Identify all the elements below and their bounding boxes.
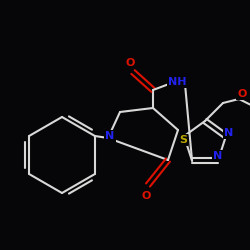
Text: O: O: [141, 191, 151, 201]
Text: S: S: [179, 135, 187, 145]
Text: N: N: [106, 131, 114, 141]
Text: N: N: [224, 128, 234, 138]
Text: O: O: [125, 58, 135, 68]
Text: O: O: [237, 89, 247, 99]
Text: N: N: [213, 151, 222, 161]
Text: NH: NH: [168, 77, 186, 87]
